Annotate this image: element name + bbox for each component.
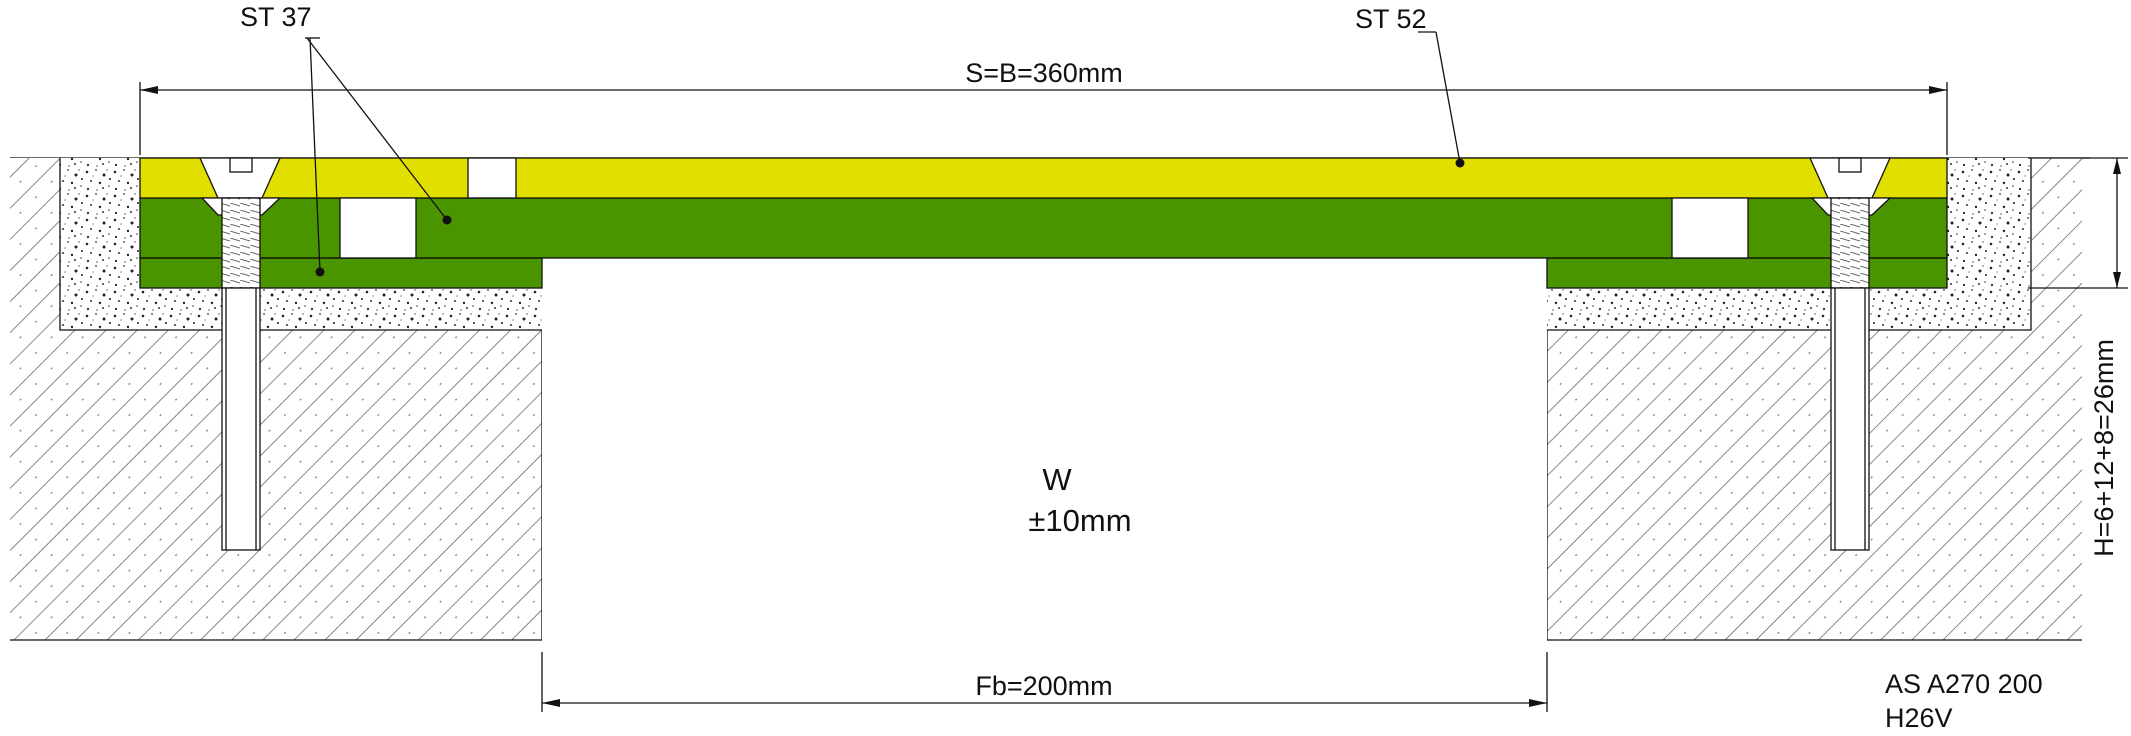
height-dimension-label: H=6+12+8=26mm bbox=[2089, 339, 2119, 557]
st37-label: ST 37 bbox=[240, 2, 312, 32]
anchor-bolt-right bbox=[1808, 157, 1892, 551]
slot-middle-left bbox=[339, 197, 417, 259]
gap-label: W bbox=[1042, 462, 1072, 497]
base-strip-right bbox=[1546, 257, 1948, 289]
st52-label: ST 52 bbox=[1355, 4, 1427, 34]
slot-middle-right bbox=[1671, 197, 1749, 259]
slot-top-left bbox=[467, 157, 517, 199]
anchor-bolt-left bbox=[198, 157, 282, 551]
height-dimension: H=6+12+8=26mm bbox=[2028, 157, 2128, 557]
leader-st37: ST 37 bbox=[240, 2, 452, 277]
gap-tolerance: ±10mm bbox=[1028, 503, 1131, 538]
product-variant: H26V bbox=[1885, 703, 1953, 733]
gap-width-dimension: Fb=200mm bbox=[541, 652, 1548, 712]
gap-width-label: Fb=200mm bbox=[975, 671, 1112, 701]
width-dimension-label: S=B=360mm bbox=[965, 58, 1123, 88]
expansion-gap bbox=[542, 258, 1547, 648]
base-strip-left bbox=[139, 257, 543, 289]
product-code: AS A270 200 bbox=[1885, 669, 2043, 699]
top-plate bbox=[139, 157, 1948, 199]
width-dimension: S=B=360mm bbox=[139, 58, 1948, 155]
leader-st52: ST 52 bbox=[1355, 4, 1465, 168]
middle-plate bbox=[139, 197, 1948, 259]
